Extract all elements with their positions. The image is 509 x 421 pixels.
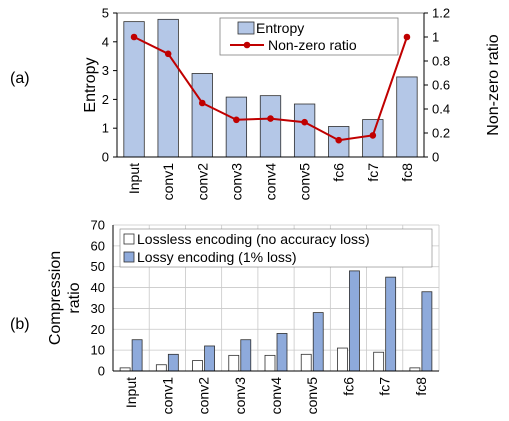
non-zero-ratio-point xyxy=(403,33,411,41)
x-tick-label: conv2 xyxy=(194,163,210,201)
x-tick-label: conv5 xyxy=(297,163,313,201)
non-zero-ratio-point xyxy=(335,136,343,144)
y-axis-title-line2: ratio xyxy=(66,282,83,313)
legend-swatch-marker xyxy=(243,41,251,49)
lossless-bar xyxy=(228,354,240,372)
x-tick-label: Input xyxy=(126,163,142,194)
y-tick-label: 30 xyxy=(91,301,105,316)
entropy-bar xyxy=(123,21,145,158)
x-tick-label: fc8 xyxy=(413,377,429,396)
non-zero-ratio-point xyxy=(233,116,240,124)
x-tick-label: fc6 xyxy=(331,163,347,182)
x-tick-label: conv1 xyxy=(160,163,176,201)
x-tick-label: conv5 xyxy=(304,377,320,415)
non-zero-ratio-point xyxy=(369,132,377,139)
y-tick-label: 20 xyxy=(91,322,105,337)
y-tick-label: 10 xyxy=(91,343,105,358)
entropy-chart: 0 1 2 3 4 5 0 0.2 0.4 0.6 0.8 1 1.2 Input conv1 conv2 co… xyxy=(10,6,502,201)
x-tick-label: conv2 xyxy=(196,377,212,415)
lossy-bar xyxy=(240,339,252,372)
x-tick-label: conv3 xyxy=(228,163,244,201)
y-tick-label: 1 xyxy=(102,121,109,136)
y-right-tick-label: 0.4 xyxy=(432,102,450,117)
y-right-axis-title: Non-zero ratio xyxy=(485,34,502,135)
entropy-bar xyxy=(293,103,316,158)
x-tick-label: conv1 xyxy=(159,377,175,415)
lossy-bar xyxy=(421,291,433,372)
non-zero-ratio-point xyxy=(198,99,206,107)
lossy-bar xyxy=(131,339,143,372)
lossless-bar xyxy=(337,347,348,372)
x-tick-label: conv4 xyxy=(263,163,279,201)
legend-swatch-lossy xyxy=(123,251,135,263)
y-right-tick-label: 1.2 xyxy=(432,6,450,21)
lossy-bar xyxy=(204,345,215,372)
x-tick-label: fc8 xyxy=(399,163,415,182)
entropy-bar xyxy=(191,73,213,158)
y-tick-label: 40 xyxy=(91,280,105,295)
non-zero-ratio-point xyxy=(164,50,172,58)
entropy-bar xyxy=(225,96,248,158)
legend-swatch-entropy xyxy=(237,21,255,35)
lossless-bar xyxy=(300,353,312,372)
x-tick-label: fc7 xyxy=(365,163,381,182)
lossy-bar xyxy=(385,276,397,372)
panel-label: (b) xyxy=(10,316,30,333)
legend-box xyxy=(119,228,433,268)
x-tick-label: conv3 xyxy=(232,377,248,415)
legend-label-ratio: Non-zero ratio xyxy=(268,37,357,53)
y-tick-label: 5 xyxy=(102,6,109,21)
lossy-bar xyxy=(349,270,360,372)
non-zero-ratio-point xyxy=(301,118,308,126)
y-tick-label: 3 xyxy=(102,63,109,78)
y-right-tick-label: 1 xyxy=(432,30,439,45)
legend-swatch-lossless xyxy=(123,233,135,245)
lossless-bar xyxy=(264,354,276,372)
non-zero-ratio-point xyxy=(267,115,274,122)
lossless-bar xyxy=(373,351,385,372)
y-tick-label: 2 xyxy=(102,92,109,107)
legend-label-lossless: Lossless encoding (no accuracy loss) xyxy=(137,231,370,247)
x-tick-label: fc6 xyxy=(340,377,356,396)
y-right-tick-label: 0.6 xyxy=(432,78,450,93)
legend-label-lossy: Lossy encoding (1% loss) xyxy=(137,249,297,265)
lossy-bar xyxy=(167,353,179,372)
y-tick-label: 4 xyxy=(102,34,109,49)
y-tick-label: 0 xyxy=(102,150,109,165)
y-right-tick-label: 0.2 xyxy=(432,126,450,141)
y-right-tick-label: 0.8 xyxy=(432,54,450,69)
entropy-bar xyxy=(157,18,179,158)
compression-chart: 0 10 20 30 40 50 60 70 Input conv1 conv2 conv3 conv4… xyxy=(10,218,440,415)
x-tick-label: conv4 xyxy=(268,377,284,415)
lossless-bar xyxy=(155,364,167,372)
y-tick-label: 70 xyxy=(91,218,105,233)
lossless-bar xyxy=(192,360,203,372)
lossy-bar xyxy=(312,312,324,372)
y-axis-title-line1: Compression xyxy=(47,251,64,345)
non-zero-ratio-point xyxy=(130,33,138,41)
y-tick-label: 0 xyxy=(98,364,105,379)
entropy-bar xyxy=(259,95,282,158)
y-right-tick-label: 0 xyxy=(432,150,439,165)
x-tick-label: fc7 xyxy=(377,377,393,396)
x-tick-label: Input xyxy=(123,377,139,408)
lossy-bar xyxy=(276,333,288,372)
y-tick-label: 50 xyxy=(91,259,105,274)
legend-label-entropy: Entropy xyxy=(256,20,304,36)
y-tick-label: 60 xyxy=(91,238,105,253)
entropy-bar xyxy=(396,76,418,158)
y-axis-title: Entropy xyxy=(82,57,99,112)
panel-label: (a) xyxy=(10,70,30,87)
